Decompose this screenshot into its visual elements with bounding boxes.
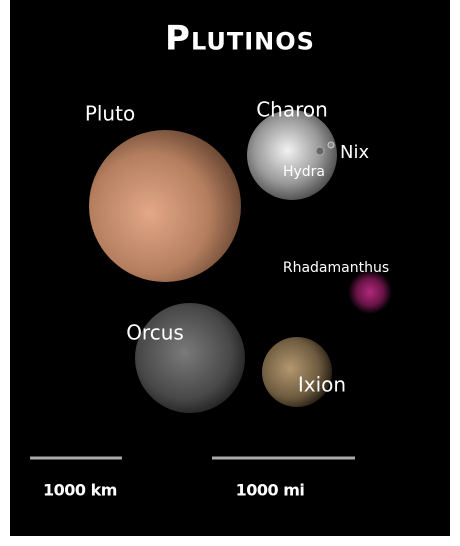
- title: Plutinos: [165, 19, 315, 59]
- body-label: Nix: [340, 142, 369, 163]
- illustration: Plutinos Pluto Charon Nix Hydra Rhadaman…: [0, 0, 460, 546]
- orcus: [135, 303, 245, 413]
- body-label: Hydra: [283, 164, 325, 180]
- nix-dot: [328, 142, 334, 148]
- pluto: [89, 130, 241, 282]
- scale-label: 1000 km: [43, 481, 117, 500]
- body-label: Rhadamanthus: [283, 260, 389, 276]
- body-label: Ixion: [298, 373, 346, 397]
- rhadamanthus: [348, 270, 392, 314]
- body-label: Pluto: [85, 102, 135, 126]
- body-label: Orcus: [126, 321, 184, 345]
- hydra-dot: [316, 147, 324, 155]
- page: {"title": "Plutinos", "bodies": [ {"labe…: [0, 0, 460, 546]
- body-label: Charon: [256, 98, 328, 122]
- charon: [247, 110, 337, 200]
- scale-label: 1000 mi: [236, 481, 305, 500]
